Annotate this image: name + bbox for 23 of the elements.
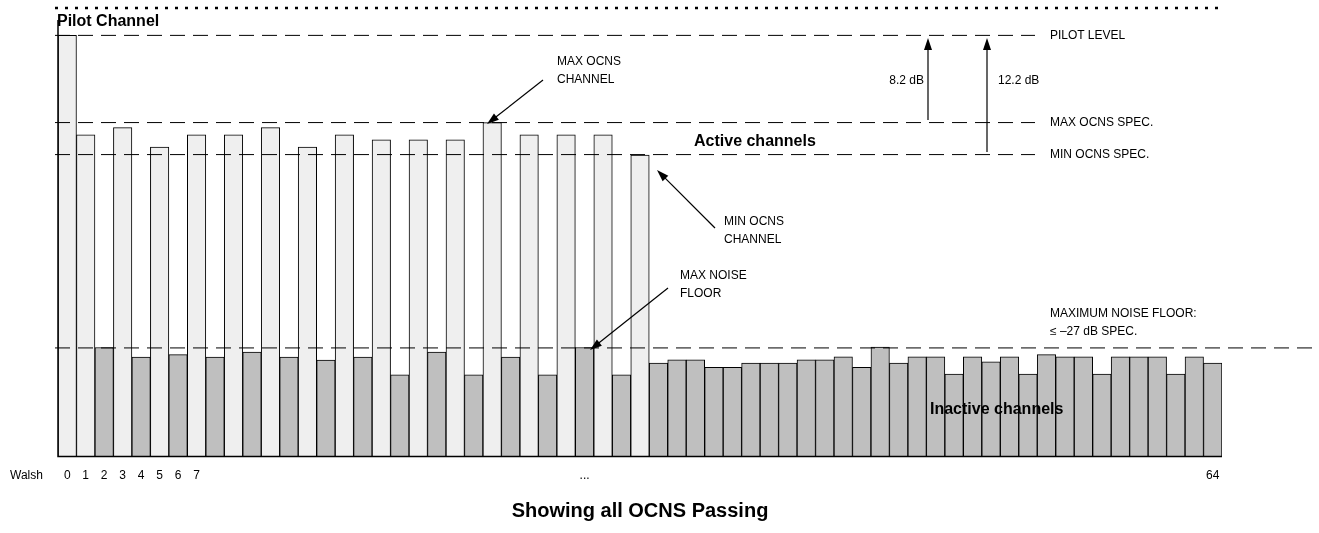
ref-line-label: MIN OCNS SPEC.	[1050, 146, 1150, 161]
annotation: 8.2 dB	[889, 73, 924, 88]
x-tick-label: 6	[174, 468, 182, 483]
x-tick-label: 0	[63, 468, 71, 483]
x-tick-label: ...	[579, 468, 590, 483]
x-tick-label: 3	[119, 468, 127, 483]
text: Pilot Channel	[57, 12, 160, 30]
annotation: MAX OCNS CHANNEL	[557, 54, 622, 87]
ref-line-label: MAXIMUM NOISE FLOOR: ≤ –27 dB SPEC.	[1050, 306, 1197, 339]
x-tick-label: 7	[193, 468, 201, 483]
annotation: Active channels	[694, 132, 816, 150]
annotation: MAX NOISE FLOOR	[680, 268, 747, 301]
x-tick-label: 4	[137, 468, 145, 483]
ref-line-label: MAX OCNS SPEC.	[1050, 114, 1154, 129]
x-axis-title: Walsh	[10, 467, 43, 482]
x-tick-label: 5	[156, 468, 164, 483]
x-tick-label: 64	[1206, 468, 1220, 483]
x-tick-label: 1	[82, 468, 90, 483]
annotation: 12.2 dB	[998, 73, 1040, 88]
annotation: MIN OCNS CHANNEL	[724, 214, 784, 247]
x-tick-label: 2	[100, 468, 108, 483]
text: Showing all OCNS Passing	[511, 498, 769, 521]
ref-line-label: PILOT LEVEL	[1050, 27, 1126, 42]
